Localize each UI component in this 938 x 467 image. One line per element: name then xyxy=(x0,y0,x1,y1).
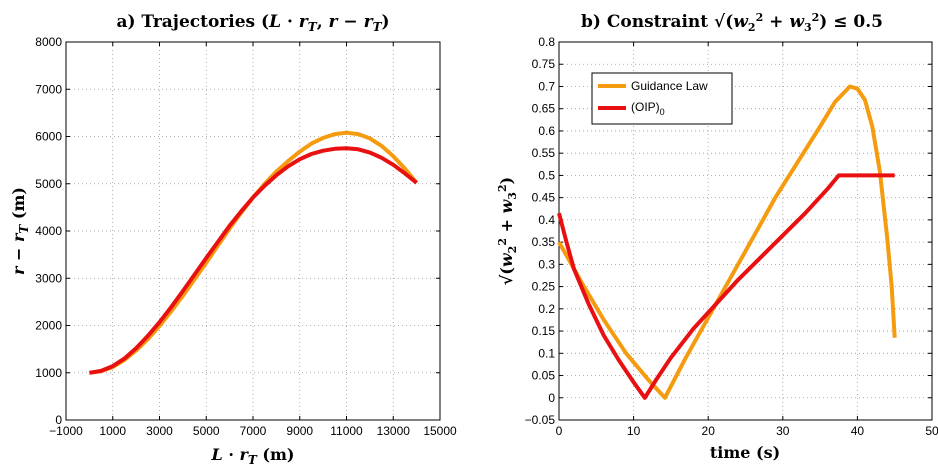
right-y-tick-label: 0 xyxy=(548,391,555,405)
right-y-tick-label: −0.05 xyxy=(525,413,556,427)
right-chart-title: b) Constraint √(w22 + w32) ≤ 0.5 xyxy=(581,11,883,34)
right-y-tick-label: 0.05 xyxy=(532,369,556,383)
right-y-tick-label: 0.55 xyxy=(532,146,556,160)
left-x-tick-label: 5000 xyxy=(193,424,220,438)
right-y-tick-label: 0.4 xyxy=(538,213,555,227)
right-y-tick-label: 0.25 xyxy=(532,280,556,294)
legend-label-guidance-law: Guidance Law xyxy=(631,79,708,93)
right-series-line-1 xyxy=(557,173,895,400)
left-series-line-1 xyxy=(89,146,418,375)
right-y-tick-label: 0.6 xyxy=(538,124,555,138)
left-x-tick-label: 13000 xyxy=(377,424,411,438)
left-x-tick-label: 9000 xyxy=(286,424,313,438)
right-plot-frame xyxy=(558,41,933,421)
right-y-tick-label: 0.7 xyxy=(538,79,555,93)
right-y-tick-label: 0.5 xyxy=(538,168,555,182)
right-x-tick-label: 50 xyxy=(925,424,938,438)
legend-label-oip: (OIP)0 xyxy=(631,100,665,117)
right-x-tick-label: 20 xyxy=(702,424,716,438)
left-x-axis-label: L · rT (m) xyxy=(211,445,295,467)
left-x-tick-label: 3000 xyxy=(146,424,173,438)
left-y-tick-label: 0 xyxy=(55,413,62,427)
right-ticks: 0 10 20 30 40 50−0.0500.050.10.150.20.250.30.… xyxy=(525,35,938,438)
left-y-tick-label: 8000 xyxy=(35,35,62,49)
right-y-tick-label: 0.75 xyxy=(532,57,556,71)
trajectories-chart: −1000 1000 3000 5000 7000 9000 11000 13000 15000… xyxy=(9,12,457,467)
constraint-chart: 0 10 20 30 40 50−0.0500.050.10.150.20.250.30.… xyxy=(496,11,938,462)
left-y-tick-label: 4000 xyxy=(35,224,62,238)
left-series-line-0 xyxy=(89,130,419,375)
left-chart-title: a) Trajectories (L · rT, r − rT) xyxy=(116,12,389,34)
right-y-tick-label: 0.65 xyxy=(532,102,556,116)
right-x-axis-label: time (s) xyxy=(710,443,780,462)
left-y-axis-label: r − rT (m) xyxy=(9,187,31,275)
left-ticks: −1000 1000 3000 5000 7000 9000 11000 13000 15000… xyxy=(35,35,457,438)
right-y-axis-label: √(w22 + w32) xyxy=(496,177,519,285)
left-y-tick-label: 3000 xyxy=(35,271,62,285)
right-y-tick-label: 0.8 xyxy=(538,35,555,49)
right-series-line-0 xyxy=(557,84,897,400)
left-y-tick-label: 7000 xyxy=(35,82,62,96)
left-y-tick-label: 1000 xyxy=(35,366,62,380)
right-x-tick-label: 40 xyxy=(851,424,865,438)
legend: Guidance Law (OIP)0 xyxy=(591,72,733,125)
right-y-tick-label: 0.3 xyxy=(538,257,555,271)
right-y-tick-label: 0.2 xyxy=(538,302,555,316)
right-y-tick-label: 0.45 xyxy=(532,191,556,205)
right-x-tick-label: 0 xyxy=(556,424,563,438)
right-y-tick-label: 0.35 xyxy=(532,235,556,249)
left-y-tick-label: 6000 xyxy=(35,130,62,144)
left-y-tick-label: 5000 xyxy=(35,177,62,191)
right-x-tick-label: 10 xyxy=(627,424,641,438)
left-x-tick-label: 11000 xyxy=(330,424,363,438)
left-y-tick-label: 2000 xyxy=(35,319,62,333)
right-y-tick-label: 0.15 xyxy=(532,324,556,338)
right-x-tick-label: 30 xyxy=(776,424,790,438)
left-x-tick-label: 7000 xyxy=(240,424,267,438)
right-series xyxy=(557,84,897,400)
left-x-tick-label: 1000 xyxy=(99,424,126,438)
legend-box xyxy=(591,72,733,125)
right-y-tick-label: 0.1 xyxy=(538,346,555,360)
left-x-tick-label: −1000 xyxy=(49,424,83,438)
left-series xyxy=(89,130,419,375)
left-x-tick-label: 15000 xyxy=(423,424,457,438)
